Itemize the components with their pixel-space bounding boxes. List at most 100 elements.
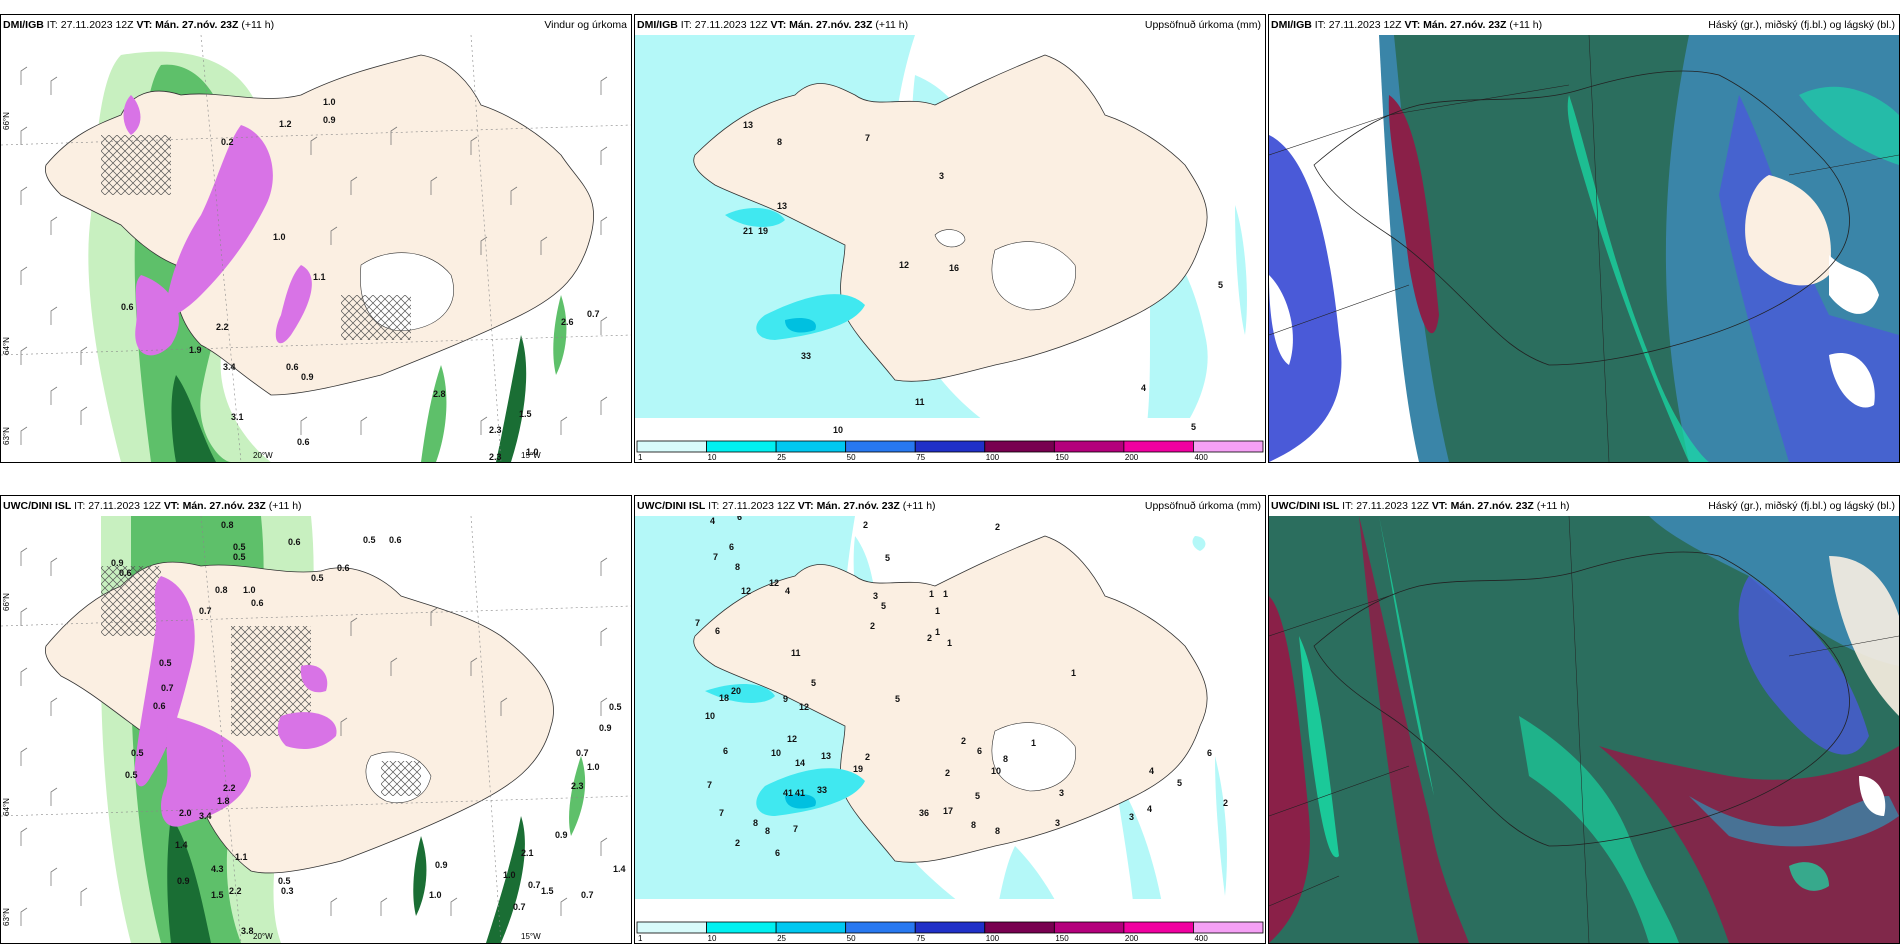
svg-text:41: 41	[783, 788, 793, 798]
init-time: 27.11.2023 12Z	[1356, 500, 1429, 512]
svg-text:2.1: 2.1	[521, 848, 534, 858]
svg-text:2.8: 2.8	[433, 389, 446, 399]
svg-text:41: 41	[795, 788, 805, 798]
svg-text:1.0: 1.0	[587, 762, 600, 772]
svg-text:2.3: 2.3	[571, 781, 584, 791]
colorbar-swatch	[1123, 440, 1194, 453]
svg-text:6: 6	[977, 746, 982, 756]
svg-text:5: 5	[1177, 778, 1182, 788]
lon-label-15: 15°W	[521, 932, 541, 941]
colorbar-tick-label: 100	[986, 934, 1000, 943]
product-name: Uppsöfnuð úrkoma (mm)	[1144, 19, 1261, 31]
precip-value-labels: 0.8 0.5 0.5 0.6 0.5 0.6 0.6 0.8 0.6 1.0 …	[111, 520, 626, 936]
svg-text:3: 3	[939, 171, 944, 181]
svg-text:13: 13	[821, 751, 831, 761]
svg-text:11: 11	[791, 648, 801, 658]
svg-text:3.4: 3.4	[199, 811, 212, 821]
svg-text:1.0: 1.0	[429, 890, 442, 900]
svg-text:0.6: 0.6	[121, 302, 134, 312]
svg-text:0.5: 0.5	[131, 748, 144, 758]
vt-label: VT:	[136, 19, 153, 31]
svg-text:2: 2	[961, 736, 966, 746]
svg-text:3: 3	[1129, 812, 1134, 822]
svg-text:0.9: 0.9	[111, 558, 124, 568]
svg-text:8: 8	[777, 137, 782, 147]
svg-text:36: 36	[919, 808, 929, 818]
colorbar-swatch	[914, 921, 986, 934]
model-name: UWC/DINI ISL	[3, 500, 72, 512]
svg-text:0.2: 0.2	[221, 137, 234, 147]
valid-time: Mán. 27.nóv. 23Z	[816, 500, 900, 512]
lon-label-20: 20°W	[253, 451, 273, 460]
svg-text:19: 19	[853, 764, 863, 774]
svg-text:6: 6	[729, 542, 734, 552]
svg-text:12: 12	[799, 702, 809, 712]
svg-text:0.5: 0.5	[363, 535, 376, 545]
svg-text:7: 7	[719, 808, 724, 818]
svg-text:10: 10	[833, 425, 843, 435]
svg-text:0.6: 0.6	[153, 701, 166, 711]
colorbar-swatch	[636, 440, 707, 453]
panel-top-mid-precip: DMI/IGB IT: 27.11.2023 12Z VT: Mán. 27.n…	[634, 14, 1266, 463]
svg-text:2: 2	[995, 522, 1000, 532]
svg-text:10: 10	[705, 711, 715, 721]
iceland-outline	[1313, 70, 1850, 366]
svg-text:1.0: 1.0	[503, 870, 516, 880]
svg-text:1.0: 1.0	[243, 585, 256, 595]
svg-text:0.8: 0.8	[215, 585, 228, 595]
svg-text:0.5: 0.5	[278, 876, 291, 886]
init-time: 27.11.2023 12Z	[722, 500, 795, 512]
colorbar-tick-label: 200	[1125, 934, 1139, 943]
svg-text:0.7: 0.7	[576, 748, 589, 758]
svg-text:0.9: 0.9	[555, 830, 568, 840]
iceland-land	[693, 54, 1208, 382]
colorbar-tick-label: 10	[708, 934, 717, 943]
svg-text:0.5: 0.5	[159, 658, 172, 668]
svg-text:1.0: 1.0	[526, 447, 539, 457]
svg-text:7: 7	[707, 780, 712, 790]
panel-header: DMI/IGB IT: 27.11.2023 12Z VT: Mán. 27.n…	[635, 15, 1265, 35]
colorbar-tick-label: 75	[916, 453, 925, 462]
svg-text:2.2: 2.2	[216, 322, 229, 332]
colorbar-tick-label: 25	[777, 453, 786, 462]
svg-text:1: 1	[1031, 738, 1036, 748]
svg-text:0.7: 0.7	[528, 880, 541, 890]
init-time: 27.11.2023 12Z	[60, 19, 134, 31]
lead-time: (+11 h)	[268, 500, 302, 512]
svg-text:0.7: 0.7	[581, 890, 594, 900]
svg-text:2.2: 2.2	[229, 886, 242, 896]
svg-text:2: 2	[1223, 798, 1228, 808]
precip-value-labels: 4 6 2 2 7 6 8 7 5 12 6 4 3 5 2 1 1 1 1 2…	[695, 516, 1228, 858]
svg-text:2: 2	[735, 838, 740, 848]
panel-header: DMI/IGB IT: 27.11.2023 12Z VT: Mán. 27.n…	[1, 15, 631, 35]
svg-text:13: 13	[777, 201, 787, 211]
valid-time: Mán. 27.nóv. 23Z	[155, 19, 239, 31]
svg-text:1.1: 1.1	[235, 852, 248, 862]
svg-text:0.5: 0.5	[609, 702, 622, 712]
svg-text:0.6: 0.6	[389, 535, 402, 545]
svg-text:1.0: 1.0	[273, 232, 286, 242]
panel-top-left-wind: DMI/IGB IT: 27.11.2023 12Z VT: Mán. 27.n…	[0, 14, 632, 463]
model-name: DMI/IGB	[637, 19, 678, 31]
svg-text:10: 10	[991, 766, 1001, 776]
svg-text:3.1: 3.1	[231, 412, 244, 422]
svg-text:9: 9	[783, 694, 788, 704]
iceland-outline	[1313, 551, 1850, 847]
model-name: DMI/IGB	[1271, 19, 1312, 31]
colorbar-tick-label: 1	[638, 934, 643, 943]
panel-header: UWC/DINI ISL IT: 27.11.2023 12Z VT: Mán.…	[635, 496, 1265, 516]
svg-text:0.3: 0.3	[281, 886, 294, 896]
svg-text:19: 19	[758, 226, 768, 236]
svg-text:0.9: 0.9	[301, 372, 314, 382]
lead-time: (+11 h)	[875, 19, 909, 31]
svg-text:1: 1	[943, 589, 948, 599]
colorbar-swatch	[845, 440, 916, 453]
svg-text:7: 7	[695, 618, 700, 628]
colorbar-swatch	[1193, 921, 1264, 934]
precip-colorbar: 1 10 25 50 75 100 150 200 400	[635, 921, 1265, 943]
lat-label-64: 64°N	[2, 337, 11, 355]
colorbar-swatch	[914, 440, 986, 453]
colorbar-swatch	[706, 440, 777, 453]
colorbar-swatch	[636, 921, 707, 934]
svg-text:1.5: 1.5	[541, 886, 554, 896]
